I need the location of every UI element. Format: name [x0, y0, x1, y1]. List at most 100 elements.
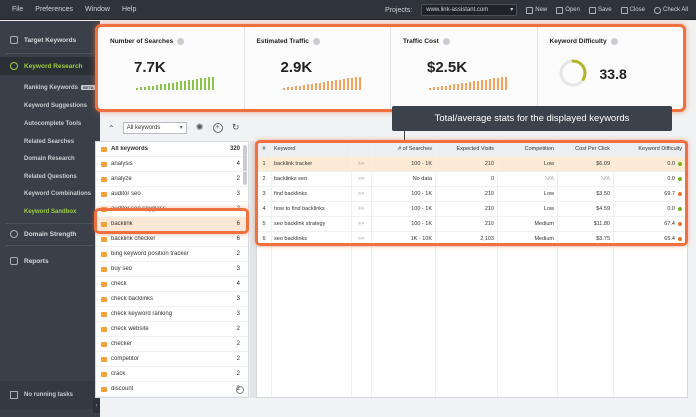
table-row[interactable]: 2 backlinks seo >> No data 0 N/A N/A 0.0 [257, 172, 687, 187]
menu-help[interactable]: Help [121, 6, 137, 13]
refresh-icon[interactable]: ↻ [231, 122, 240, 132]
difficulty-value: 0.0 [667, 176, 675, 182]
col-header-difficulty[interactable]: Keyword Difficulty [638, 146, 682, 152]
menu-file[interactable]: File [12, 6, 24, 13]
table-row[interactable]: 5 seo backlink strategy >> 100 - 1K 210 Mediu… [257, 217, 687, 232]
expand-arrows-icon[interactable]: >> [357, 206, 365, 212]
new-button[interactable]: New [526, 6, 547, 14]
group-row[interactable]: competitor 2 [96, 352, 248, 367]
expand-arrows-icon[interactable]: >> [357, 221, 365, 227]
cell-difficulty: 65.4 [613, 236, 685, 242]
table-row[interactable]: 3 find backlinks >> 100 - 1K 210 Low $3.50 69.7 [257, 187, 687, 202]
col-header-cpc[interactable]: Cost Per Click [575, 146, 610, 152]
beta-badge: BETA [81, 85, 96, 90]
sidebar-divider [6, 53, 94, 54]
group-row[interactable]: checker 2 [96, 337, 248, 352]
save-button[interactable]: Save [588, 6, 612, 14]
table-row[interactable]: 4 how to find backlinks >> 100 - 1K 210 Low $4… [257, 202, 687, 217]
group-row[interactable]: check website 2 [96, 322, 248, 337]
group-row-all[interactable]: All keywords 320 [96, 142, 248, 157]
sidebar-sub-related-questions[interactable]: Related Questions [24, 173, 77, 180]
help-icon[interactable] [442, 38, 450, 45]
cell-number: 3 [262, 191, 266, 197]
col-header-keyword[interactable]: Keyword [274, 146, 296, 152]
group-row[interactable]: check keyword ranking 3 [96, 307, 248, 322]
menu-preferences[interactable]: Preferences [35, 6, 74, 13]
report-icon [10, 257, 18, 265]
project-select[interactable]: www.link-assistant.com ▾ [421, 4, 518, 16]
expand-arrows-icon[interactable]: >> [357, 161, 365, 167]
filter-select-value: All keywords [126, 125, 161, 131]
group-row[interactable]: backlink checker 6 [96, 232, 248, 247]
group-row[interactable]: analysis 4 [96, 157, 248, 172]
sidebar-sub-autocomplete-tools[interactable]: Autocomplete Tools [24, 120, 82, 127]
help-icon[interactable] [610, 38, 618, 45]
column-divider [497, 142, 498, 397]
col-header-competition[interactable]: Competition [524, 146, 554, 152]
group-name: check [111, 281, 127, 287]
difficulty-value: 69.7 [664, 191, 675, 197]
menu-window[interactable]: Window [85, 6, 110, 13]
open-button[interactable]: Open [556, 6, 580, 14]
sidebar-item-domain-strength[interactable]: Domain Strength [0, 225, 100, 243]
group-row[interactable]: discount 2 [96, 382, 248, 397]
sidebar-item-target-keywords[interactable]: Target Keywords [0, 31, 100, 49]
help-icon[interactable] [312, 38, 320, 45]
sidebar-sub-keyword-sandbox[interactable]: Keyword Sandbox [24, 208, 77, 215]
trend-bar [168, 83, 170, 90]
trend-bar [196, 79, 198, 90]
lightbulb-icon[interactable]: ✺ [195, 122, 204, 132]
col-header-number[interactable]: # [262, 146, 266, 152]
folder-icon [101, 146, 107, 152]
panel-splitter[interactable] [250, 141, 256, 398]
col-header-visits[interactable]: Expected Visits [456, 146, 494, 152]
table-row[interactable]: 6 seo backlinks >> 1K - 10K 2,103 Medium $3.75… [257, 232, 687, 247]
sidebar-sub-ranking-keywords[interactable]: Ranking Keywords BETA [24, 79, 96, 96]
expand-arrows-icon[interactable]: >> [357, 191, 365, 197]
sidebar-sub-domain-research[interactable]: Domain Research [24, 155, 75, 162]
group-row[interactable]: auditor seo 3 [96, 187, 248, 202]
expand-arrows-icon[interactable]: >> [357, 236, 365, 242]
sidebar-item-keyword-research[interactable]: Keyword Research [0, 57, 100, 75]
group-row[interactable]: buy seo 3 [96, 262, 248, 277]
running-tasks[interactable]: No running tasks [0, 381, 100, 409]
expand-arrows-icon[interactable]: >> [357, 176, 365, 182]
group-row[interactable]: analyze 2 [96, 172, 248, 187]
collapse-sidebar-button[interactable]: ‹ [93, 399, 100, 413]
group-row[interactable]: bing keyword position tracker 2 [96, 247, 248, 262]
searches-trend-bars [136, 76, 214, 90]
keyword-groups-list: All keywords 320 analysis 4 analyze 2 audito… [95, 141, 249, 398]
sidebar-sub-keyword-combinations[interactable]: Keyword Combinations [24, 190, 92, 197]
sidebar-sub-keyword-suggestions[interactable]: Keyword Suggestions [24, 102, 88, 109]
difficulty-dot [678, 236, 682, 241]
cell-competition: Low [543, 161, 554, 167]
trend-bar [473, 81, 475, 90]
groups-scrollbar[interactable] [243, 145, 247, 185]
group-row[interactable]: check 4 [96, 277, 248, 292]
column-divider [435, 142, 436, 397]
trend-bar [204, 77, 206, 90]
group-name: backlink checker [111, 236, 156, 242]
close-button[interactable]: Close [620, 6, 645, 14]
add-group-icon[interactable]: + [212, 123, 223, 133]
help-icon[interactable] [177, 38, 185, 45]
trend-bar [433, 87, 435, 90]
trend-bar [469, 82, 471, 90]
cell-number: 4 [262, 206, 266, 212]
folder-icon [101, 311, 107, 317]
search-icon[interactable] [236, 386, 244, 394]
sidebar-item-reports[interactable]: Reports [0, 252, 100, 270]
expand-collapse-icon[interactable]: ⌃ [108, 123, 115, 133]
folder-icon [101, 386, 107, 392]
table-highlight [255, 140, 688, 246]
trend-bar [461, 83, 463, 90]
table-row[interactable]: 1 backlink tracker >> 100 - 1K 210 Low $6.09 0.… [257, 157, 687, 172]
sidebar-sub-related-searches[interactable]: Related Searches [24, 138, 75, 145]
group-row[interactable]: crack 2 [96, 367, 248, 382]
col-header-searches[interactable]: # of Searches [398, 146, 432, 152]
group-row[interactable]: check backlinks 3 [96, 292, 248, 307]
difficulty-dot [678, 161, 682, 166]
check-all-button[interactable]: Check All [653, 6, 688, 14]
trend-bar [282, 88, 285, 90]
keyword-filter-select[interactable]: All keywords ▾ [122, 122, 187, 134]
